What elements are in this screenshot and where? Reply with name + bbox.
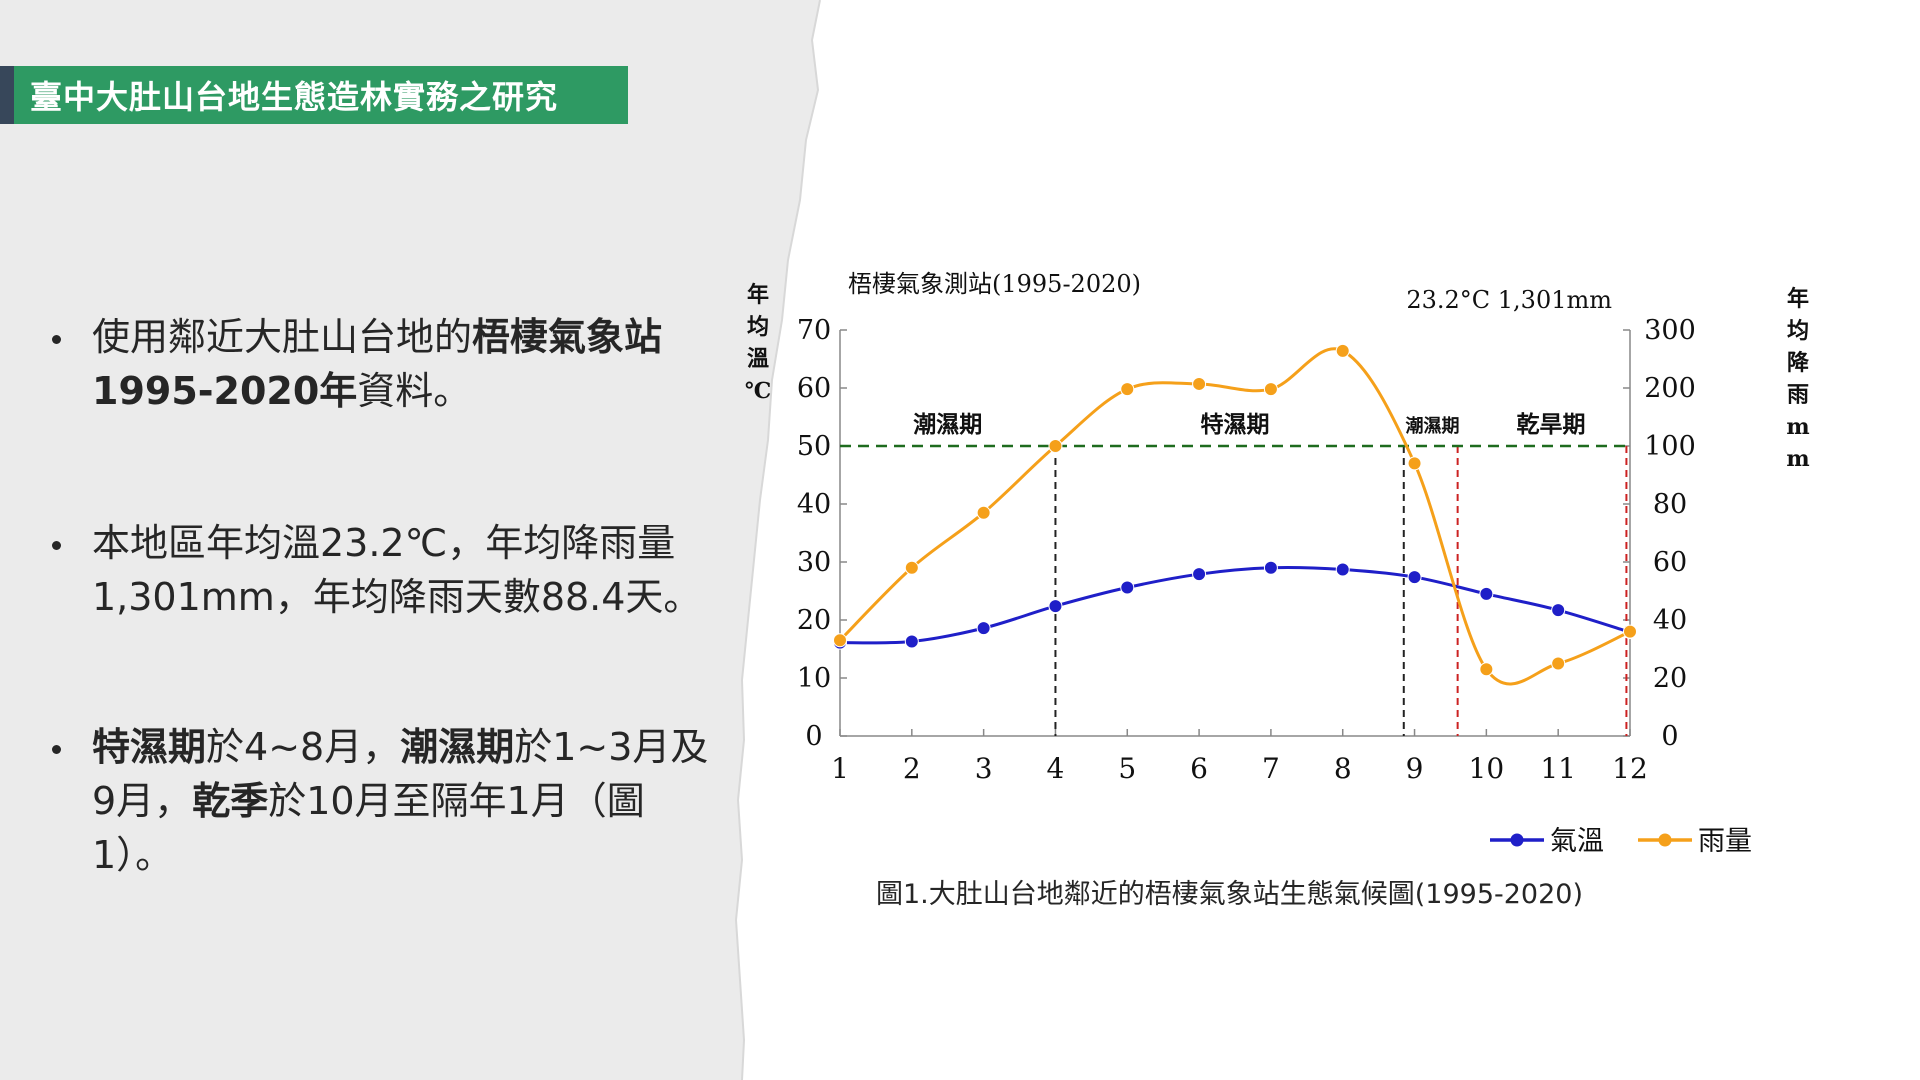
bullet-3-part-2: 於4~8月， [206, 725, 401, 769]
slide-title: 臺中大肚山台地生態造林實務之研究 [30, 78, 559, 116]
right-tick-label: 40 [1653, 605, 1687, 636]
bullet-3-part-5: 乾季 [192, 779, 269, 823]
left-axis-title: 溫 [747, 346, 769, 372]
figure-caption: 圖1.大肚山台地鄰近的梧棲氣象站生態氣候圖(1995-2020) [876, 879, 1583, 910]
bullet-2-part-1: 本地區年均溫23.2℃，年均降雨量1,301mm，年均降雨天數88.4天。 [92, 521, 702, 619]
data-point-雨量 [1623, 624, 1637, 639]
legend-swatch-dot [1510, 833, 1524, 847]
chart-subtitle: 23.2°C 1,301mm [1406, 286, 1612, 314]
data-point-雨量 [1192, 376, 1207, 391]
bullet-text-3: 特濕期於4~8月，潮濕期於1~3月及9月，乾季於10月至隔年1月（圖1）。 [92, 720, 712, 882]
right-axis-title: m [1786, 414, 1809, 440]
data-point-氣溫 [1407, 570, 1422, 585]
bullet-dot [52, 745, 61, 754]
data-point-氣溫 [1120, 580, 1135, 595]
left-tick-label: 60 [797, 373, 831, 404]
bullet-item-1: 使用鄰近大肚山台地的梧棲氣象站1995-2020年資料。 [52, 310, 712, 418]
x-tick-label: 6 [1190, 752, 1208, 785]
data-point-雨量 [1479, 662, 1494, 677]
right-axis-title: 雨 [1787, 382, 1809, 408]
bullet-dot [52, 541, 61, 550]
slide-title-bar: 臺中大肚山台地生態造林實務之研究 [0, 66, 628, 124]
data-point-雨量 [1335, 343, 1350, 358]
left-axis-title: ℃ [745, 378, 771, 404]
legend-swatch-dot [1658, 833, 1672, 847]
data-point-雨量 [1120, 382, 1135, 397]
left-tick-label: 20 [797, 605, 831, 636]
left-tick-label: 50 [797, 431, 831, 462]
data-point-氣溫 [1192, 567, 1207, 582]
data-point-雨量 [1407, 456, 1422, 471]
bullet-dot [52, 335, 61, 344]
data-point-氣溫 [1335, 562, 1350, 577]
bullet-3-part-3: 潮濕期 [400, 725, 515, 769]
data-point-氣溫 [1479, 586, 1494, 601]
left-axis-title: 均 [747, 314, 769, 340]
period-label: 特濕期 [1201, 411, 1270, 438]
x-tick-label: 4 [1047, 752, 1065, 785]
right-tick-label: 100 [1644, 431, 1696, 462]
right-axis-title: 年 [1787, 286, 1809, 312]
left-tick-label: 40 [797, 489, 831, 520]
right-tick-label: 20 [1653, 663, 1687, 694]
data-point-雨量 [976, 505, 991, 520]
chart-title: 梧棲氣象測站(1995-2020) [848, 270, 1141, 298]
bullet-text-1: 使用鄰近大肚山台地的梧棲氣象站1995-2020年資料。 [92, 310, 712, 418]
x-tick-label: 3 [975, 752, 993, 785]
x-tick-label: 12 [1612, 752, 1648, 785]
data-point-雨量 [1263, 382, 1278, 397]
x-tick-label: 2 [903, 752, 921, 785]
legend-label: 氣溫 [1550, 826, 1604, 857]
left-tick-label: 0 [805, 721, 822, 752]
data-point-氣溫 [1551, 603, 1566, 618]
bullet-3-part-1: 特濕期 [92, 725, 207, 769]
right-axis-title: 降 [1787, 350, 1810, 376]
period-label: 潮濕期 [913, 411, 982, 438]
x-tick-label: 5 [1118, 752, 1136, 785]
data-point-氣溫 [976, 621, 991, 636]
right-tick-label: 300 [1644, 315, 1696, 346]
left-tick-label: 10 [797, 663, 831, 694]
right-axis-title: 均 [1787, 318, 1809, 344]
right-axis-title: m [1786, 446, 1809, 472]
bullet-item-3: 特濕期於4~8月，潮濕期於1~3月及9月，乾季於10月至隔年1月（圖1）。 [52, 720, 712, 882]
bullet-1-part-2: 梧棲氣象站1995-2020年 [92, 315, 663, 413]
legend-label: 雨量 [1698, 826, 1752, 857]
left-tick-label: 70 [797, 315, 831, 346]
title-accent-strip [0, 66, 14, 124]
data-point-雨量 [1551, 656, 1566, 671]
x-tick-label: 10 [1469, 752, 1505, 785]
bullet-3-part-6: 於10月至隔年1月（圖1）。 [92, 779, 645, 877]
bullet-item-2: 本地區年均溫23.2℃，年均降雨量1,301mm，年均降雨天數88.4天。 [52, 516, 712, 624]
period-label: 潮濕期 [1406, 416, 1460, 437]
data-point-氣溫 [904, 634, 919, 649]
data-point-氣溫 [1263, 560, 1278, 575]
left-tick-label: 30 [797, 547, 831, 578]
data-point-雨量 [833, 633, 847, 648]
bullet-text-2: 本地區年均溫23.2℃，年均降雨量1,301mm，年均降雨天數88.4天。 [92, 516, 712, 624]
right-tick-label: 60 [1653, 547, 1687, 578]
right-tick-label: 200 [1644, 373, 1696, 404]
right-tick-label: 80 [1653, 489, 1687, 520]
period-label: 乾旱期 [1517, 411, 1586, 438]
bullet-3-part-4: 於1~3月及9月， [92, 725, 709, 823]
right-tick-label: 0 [1661, 721, 1678, 752]
data-point-氣溫 [1048, 599, 1063, 614]
bullet-1-part-1: 使用鄰近大肚山台地的 [92, 315, 473, 359]
bullet-1-part-3: 資料。 [357, 369, 472, 413]
x-tick-label: 8 [1334, 752, 1352, 785]
x-tick-label: 9 [1406, 752, 1424, 785]
x-tick-label: 7 [1262, 752, 1280, 785]
x-tick-label: 1 [831, 752, 849, 785]
data-point-雨量 [904, 560, 919, 575]
series-line-氣溫 [839, 566, 1631, 645]
data-point-雨量 [1048, 439, 1063, 453]
x-tick-label: 11 [1540, 752, 1576, 785]
left-axis-title: 年 [747, 282, 769, 308]
